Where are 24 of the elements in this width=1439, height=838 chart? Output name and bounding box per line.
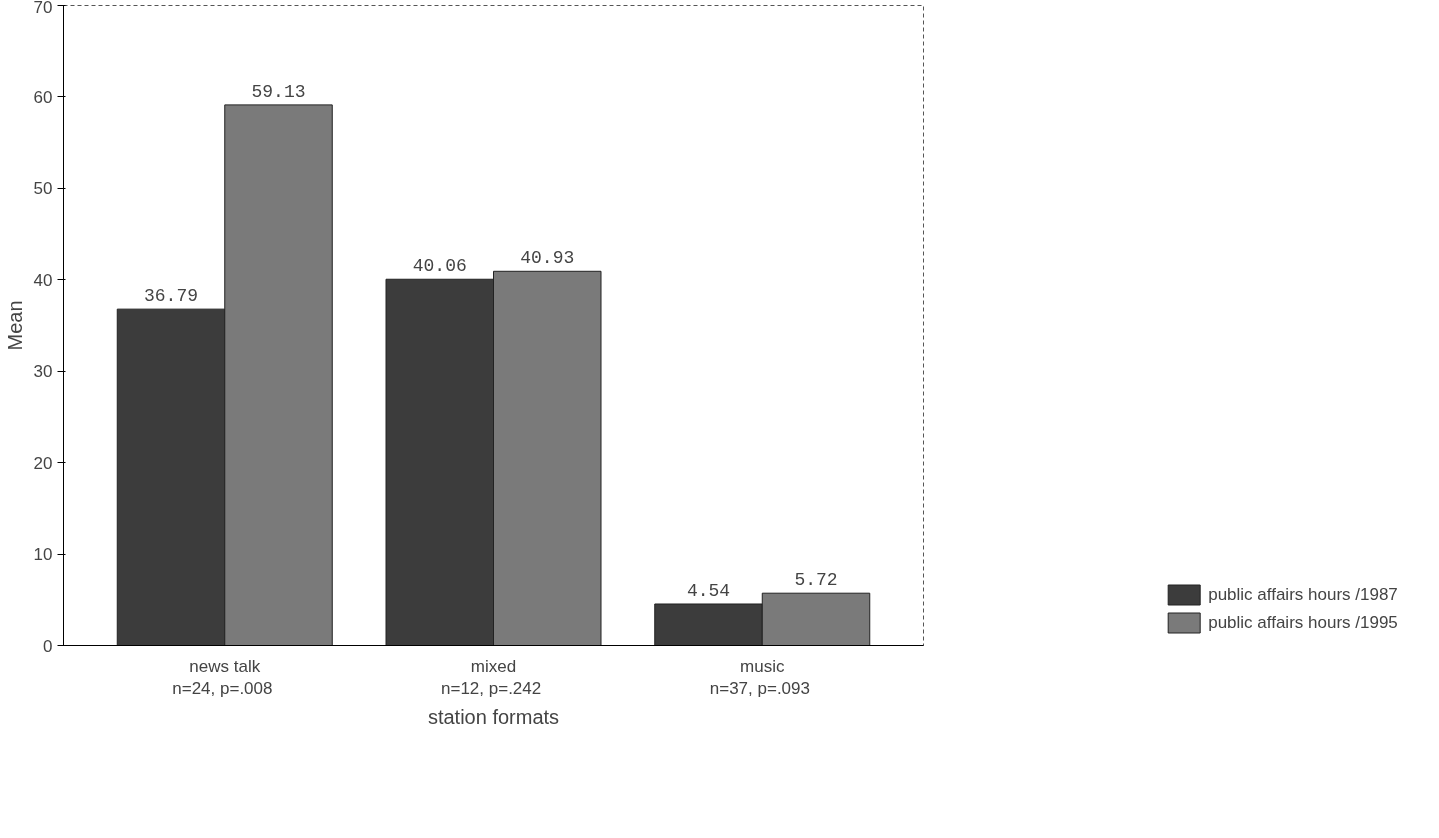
x-tick-label: news talk [189,656,261,676]
data-label: 36.79 [144,286,199,307]
x-tick-label: mixed [470,656,517,676]
y-tick-label: 60 [33,87,53,107]
legend-label: public affairs hours /1987 [1208,584,1398,605]
data-label: 5.72 [794,570,838,591]
text: n=37, p=.093 [709,679,810,699]
data-label: 59.13 [251,81,306,102]
data-label: 40.06 [412,256,467,277]
legend-label: public affairs hours /1995 [1208,612,1398,633]
x-axis-title: station formats [427,706,560,729]
text: n=12, p=.242 [441,679,542,699]
y-tick-label: 50 [33,179,53,199]
data-label: 4.54 [686,580,731,601]
y-tick-label: 70 [33,0,53,17]
y-tick-label: 40 [33,270,53,290]
text: n=24, p=.008 [172,679,273,699]
y-tick-label: 30 [33,362,53,382]
y-tick-label: 10 [33,545,53,565]
y-axis-title: Mean [3,300,26,351]
y-tick-label: 20 [33,453,53,473]
x-tick-label: music [740,656,785,676]
y-tick-label: 0 [43,636,53,656]
data-label: 40.93 [520,248,575,269]
